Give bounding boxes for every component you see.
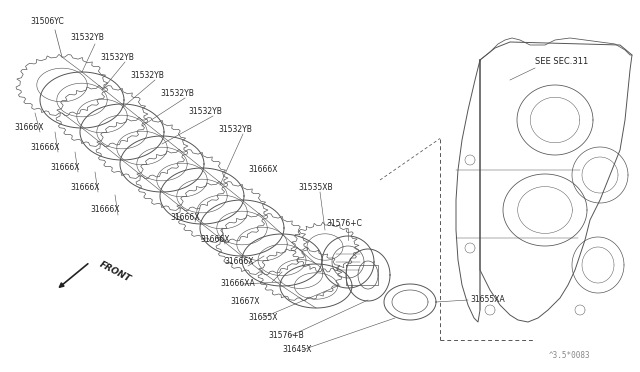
Text: 31655X: 31655X <box>248 314 278 323</box>
Text: 31666X: 31666X <box>248 166 278 174</box>
Text: 31645X: 31645X <box>282 346 312 355</box>
Text: 31666X: 31666X <box>90 205 120 215</box>
Text: 31667X: 31667X <box>230 298 259 307</box>
Text: 31655XA: 31655XA <box>470 295 505 305</box>
Text: 31532YB: 31532YB <box>218 125 252 135</box>
Text: 31576+C: 31576+C <box>326 219 362 228</box>
Text: 31666X: 31666X <box>224 257 253 266</box>
Text: 31506YC: 31506YC <box>30 17 64 26</box>
Text: 31532YB: 31532YB <box>160 90 194 99</box>
Text: 31535XB: 31535XB <box>298 183 333 192</box>
Text: 31666X: 31666X <box>200 235 230 244</box>
Text: FRONT: FRONT <box>98 260 132 284</box>
Text: 31532YB: 31532YB <box>130 71 164 80</box>
Text: ^3.5*0083: ^3.5*0083 <box>549 350 591 359</box>
Text: 31532YB: 31532YB <box>100 54 134 62</box>
Text: 31666X: 31666X <box>50 164 79 173</box>
Text: 31666X: 31666X <box>14 124 44 132</box>
Text: 31532YB: 31532YB <box>188 108 222 116</box>
Text: 31576+B: 31576+B <box>268 331 304 340</box>
Text: 31532YB: 31532YB <box>70 33 104 42</box>
Text: 31666X: 31666X <box>30 144 60 153</box>
Text: 31666X: 31666X <box>70 183 99 192</box>
Text: SEE SEC.311: SEE SEC.311 <box>535 58 588 67</box>
Text: 31666X: 31666X <box>170 214 200 222</box>
Text: 31666XA: 31666XA <box>220 279 255 289</box>
